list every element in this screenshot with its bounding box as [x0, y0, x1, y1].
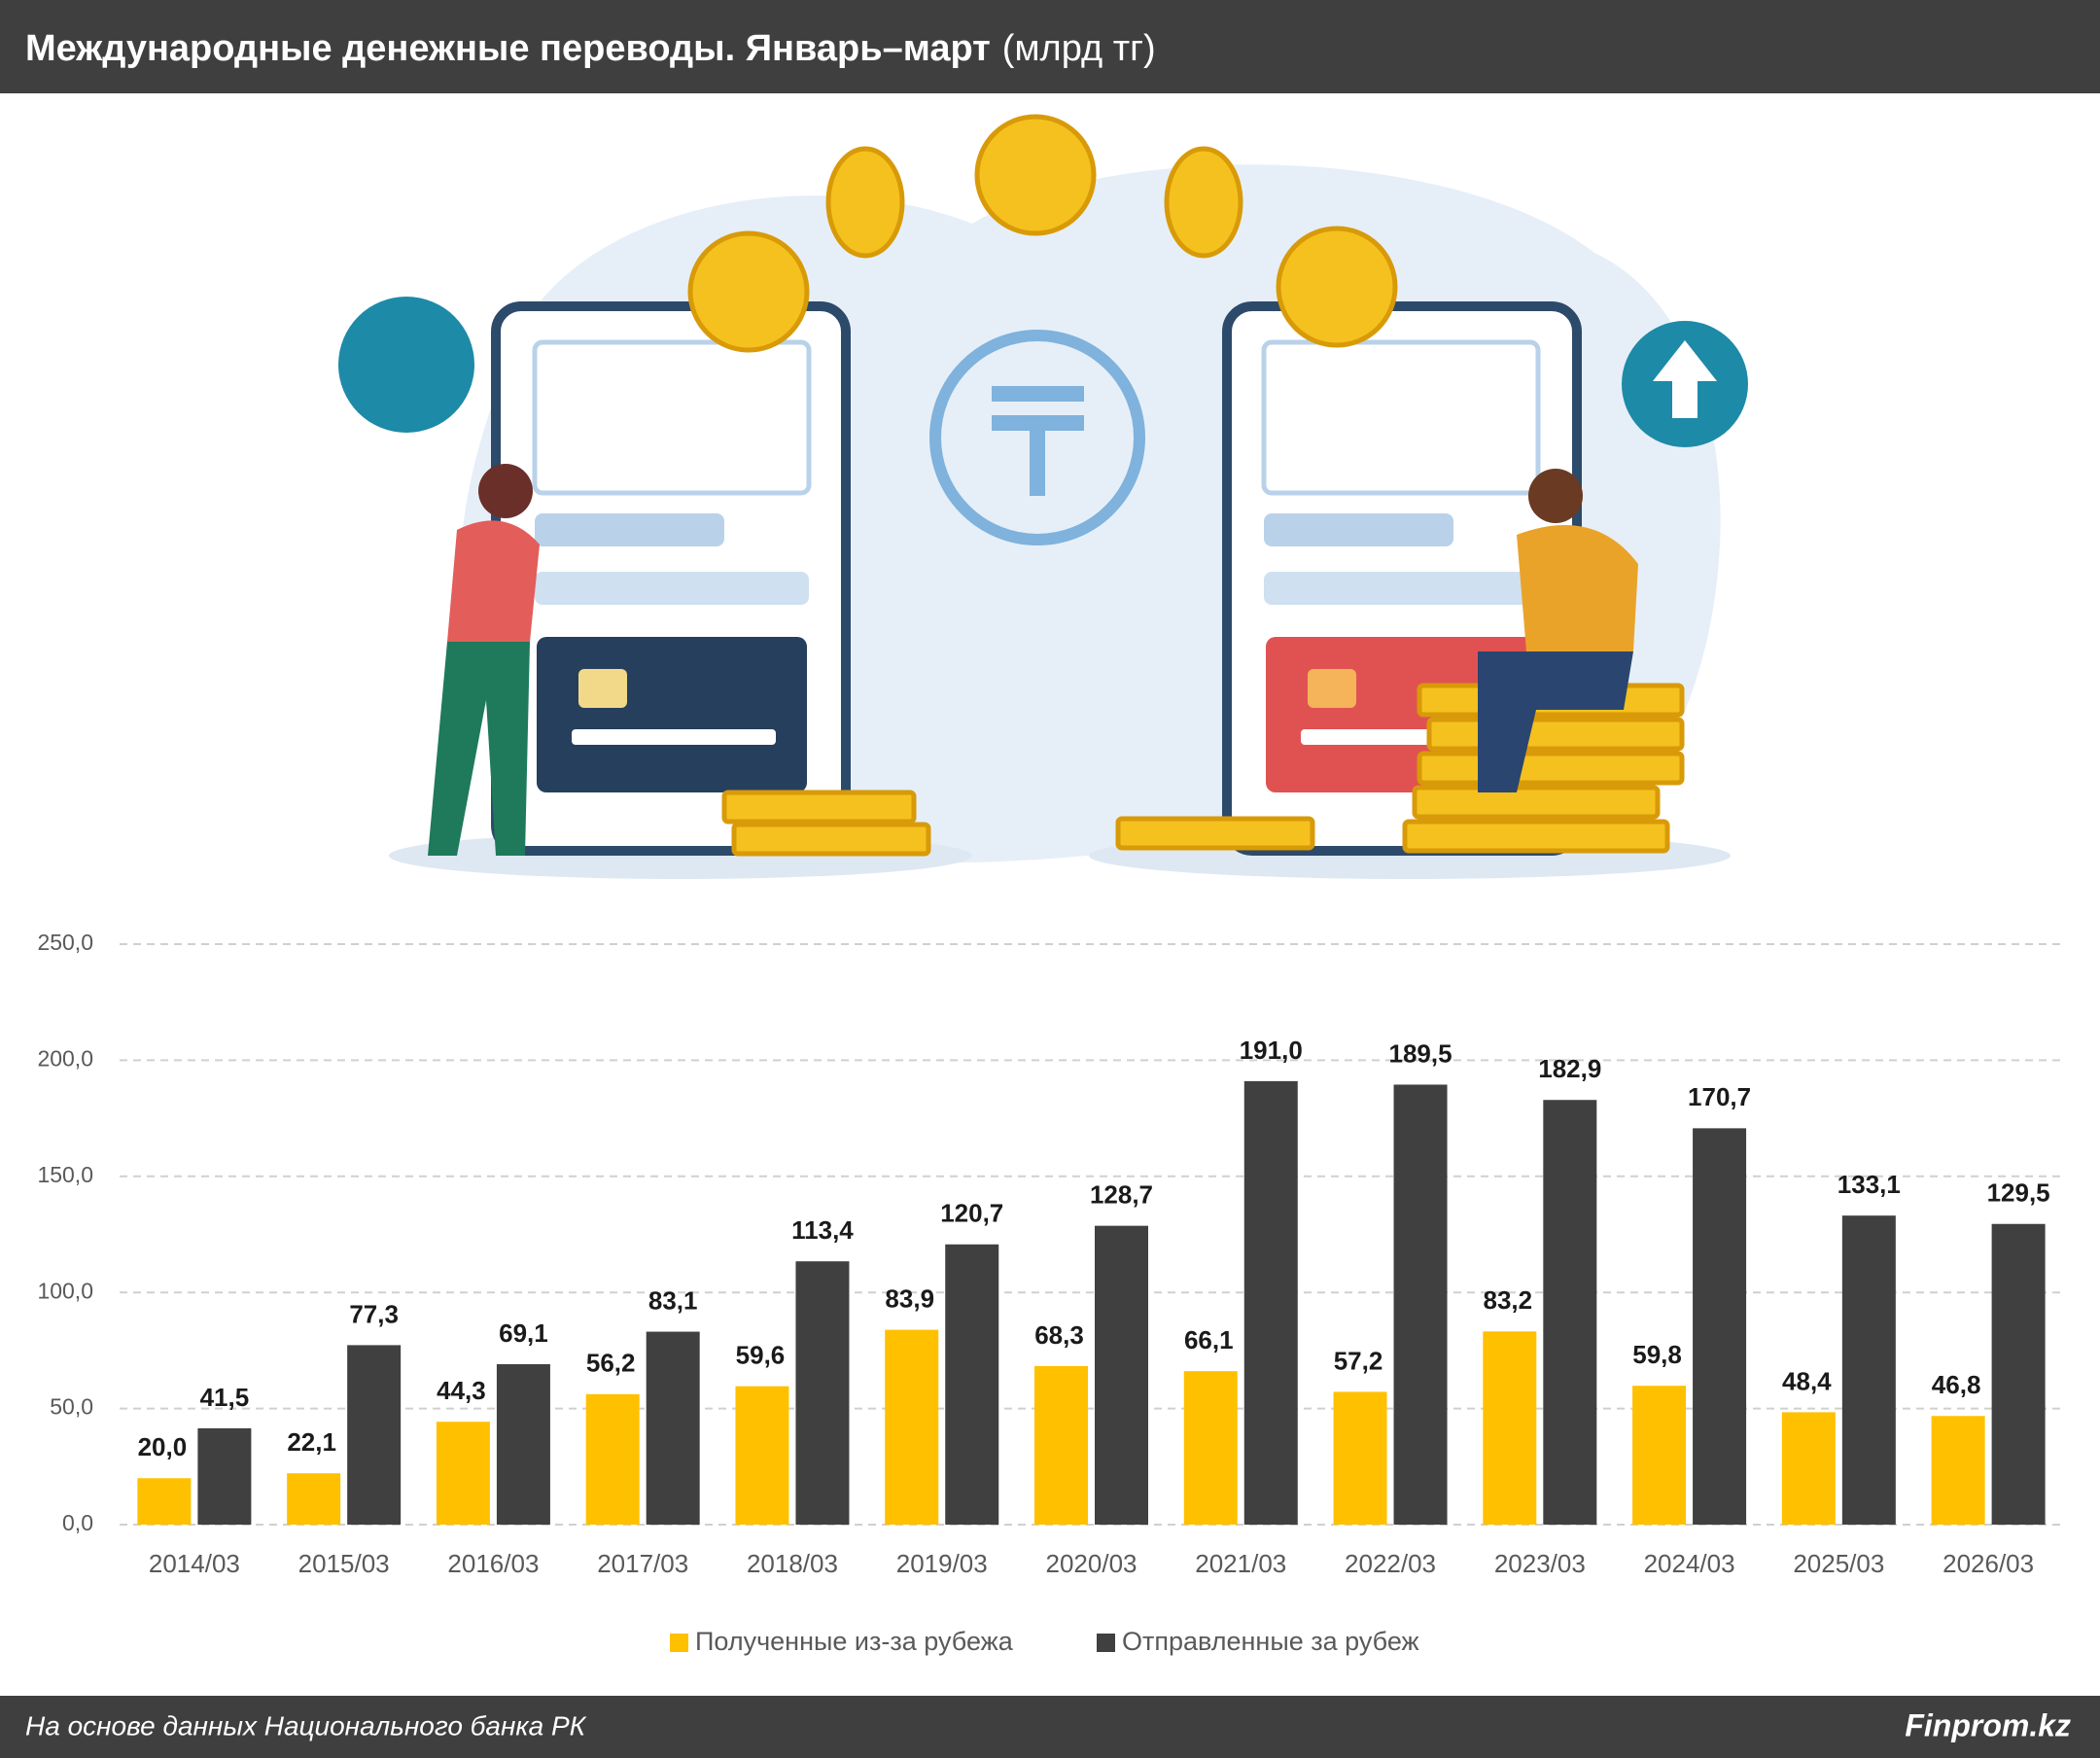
bar: [945, 1244, 999, 1525]
bar: [1931, 1416, 1985, 1525]
value-label: 56,2: [586, 1349, 636, 1378]
bar: [1632, 1386, 1687, 1525]
value-label: 59,6: [736, 1341, 786, 1370]
value-label: 48,4: [1782, 1366, 1832, 1395]
plot-area: 0,0 50,0 100,0 150,0 200,0 250,0 2014/03 20,0 41…: [37, 930, 2063, 1656]
x-tick-label: 2024/03: [1644, 1549, 1735, 1578]
legend-label: Отправленные за рубеж: [1122, 1627, 1419, 1656]
bar: [885, 1329, 939, 1525]
bar: [585, 1393, 640, 1525]
bar: [197, 1427, 252, 1525]
y-tick-label: 250,0: [37, 930, 93, 955]
value-label: 170,7: [1688, 1082, 1751, 1111]
bar: [1543, 1100, 1597, 1525]
x-tick-label: 2016/03: [447, 1549, 539, 1578]
bar: [1034, 1365, 1088, 1525]
y-tick-label: 50,0: [50, 1394, 93, 1420]
bar: [436, 1422, 490, 1525]
value-label: 120,7: [940, 1199, 1003, 1228]
header-bar: [0, 0, 2100, 93]
x-tick-label: 2017/03: [597, 1549, 688, 1578]
x-tick-label: 2015/03: [298, 1549, 390, 1578]
x-tick-label: 2023/03: [1494, 1549, 1586, 1578]
legend-swatch: [670, 1634, 688, 1652]
x-tick-label: 2026/03: [1942, 1549, 2034, 1578]
value-label: 68,3: [1034, 1320, 1084, 1350]
y-tick-label: 200,0: [37, 1045, 93, 1071]
value-label: 128,7: [1090, 1180, 1153, 1210]
x-tick-label: 2021/03: [1195, 1549, 1286, 1578]
value-label: 83,1: [648, 1285, 698, 1315]
bar: [496, 1363, 550, 1525]
value-label: 77,3: [349, 1299, 399, 1328]
source-note: На основе данных Национального банка РК: [25, 1710, 587, 1740]
chart-subtitle: (млрд тг): [1002, 28, 1156, 69]
value-label: 129,5: [1987, 1178, 2050, 1208]
x-tick-label: 2020/03: [1046, 1549, 1138, 1578]
bar: [1991, 1223, 2046, 1525]
legend-swatch: [1097, 1634, 1115, 1652]
bar: [1243, 1080, 1298, 1525]
y-tick-label: 0,0: [62, 1510, 93, 1535]
bar: [1095, 1225, 1148, 1525]
bar: [1781, 1412, 1836, 1525]
legend-label: Полученные из-за рубежа: [695, 1627, 1014, 1656]
value-label: 20,0: [138, 1432, 188, 1461]
value-label: 133,1: [1838, 1170, 1901, 1199]
x-tick-label: 2019/03: [896, 1549, 988, 1578]
bar: [1183, 1371, 1238, 1525]
chart-title: Международные денежные переводы. Январь–…: [25, 28, 991, 69]
value-label: 59,8: [1632, 1340, 1682, 1369]
value-label: 22,1: [287, 1427, 336, 1457]
bar: [646, 1331, 700, 1525]
value-label: 191,0: [1240, 1036, 1303, 1065]
brand: Finprom.kz: [1905, 1707, 2071, 1742]
x-tick-label: 2018/03: [747, 1549, 838, 1578]
y-tick-label: 150,0: [37, 1162, 93, 1187]
bar: [287, 1473, 341, 1525]
value-label: 57,2: [1334, 1346, 1383, 1375]
y-tick-label: 100,0: [37, 1278, 93, 1303]
value-label: 83,2: [1484, 1285, 1533, 1315]
x-tick-label: 2025/03: [1793, 1549, 1884, 1578]
x-tick-label: 2022/03: [1345, 1549, 1436, 1578]
value-label: 83,9: [885, 1284, 934, 1314]
illustration: [338, 114, 1748, 879]
bar: [795, 1261, 850, 1525]
bar: [1393, 1084, 1448, 1525]
bar: [1841, 1215, 1896, 1525]
value-label: 189,5: [1388, 1038, 1452, 1068]
value-label: 69,1: [499, 1318, 548, 1348]
x-tick-label: 2014/03: [149, 1549, 240, 1578]
bar: [347, 1345, 402, 1525]
footer-bar: [0, 1696, 2100, 1758]
value-label: 182,9: [1538, 1054, 1601, 1083]
value-label: 113,4: [791, 1215, 854, 1245]
value-label: 46,8: [1932, 1370, 1981, 1399]
bar: [1693, 1128, 1747, 1525]
bar: [735, 1386, 789, 1525]
value-label: 44,3: [437, 1376, 486, 1405]
bar: [137, 1478, 192, 1525]
value-label: 66,1: [1184, 1325, 1234, 1354]
bar: [1483, 1331, 1537, 1525]
value-label: 41,5: [200, 1383, 250, 1412]
bar: [1333, 1391, 1387, 1525]
